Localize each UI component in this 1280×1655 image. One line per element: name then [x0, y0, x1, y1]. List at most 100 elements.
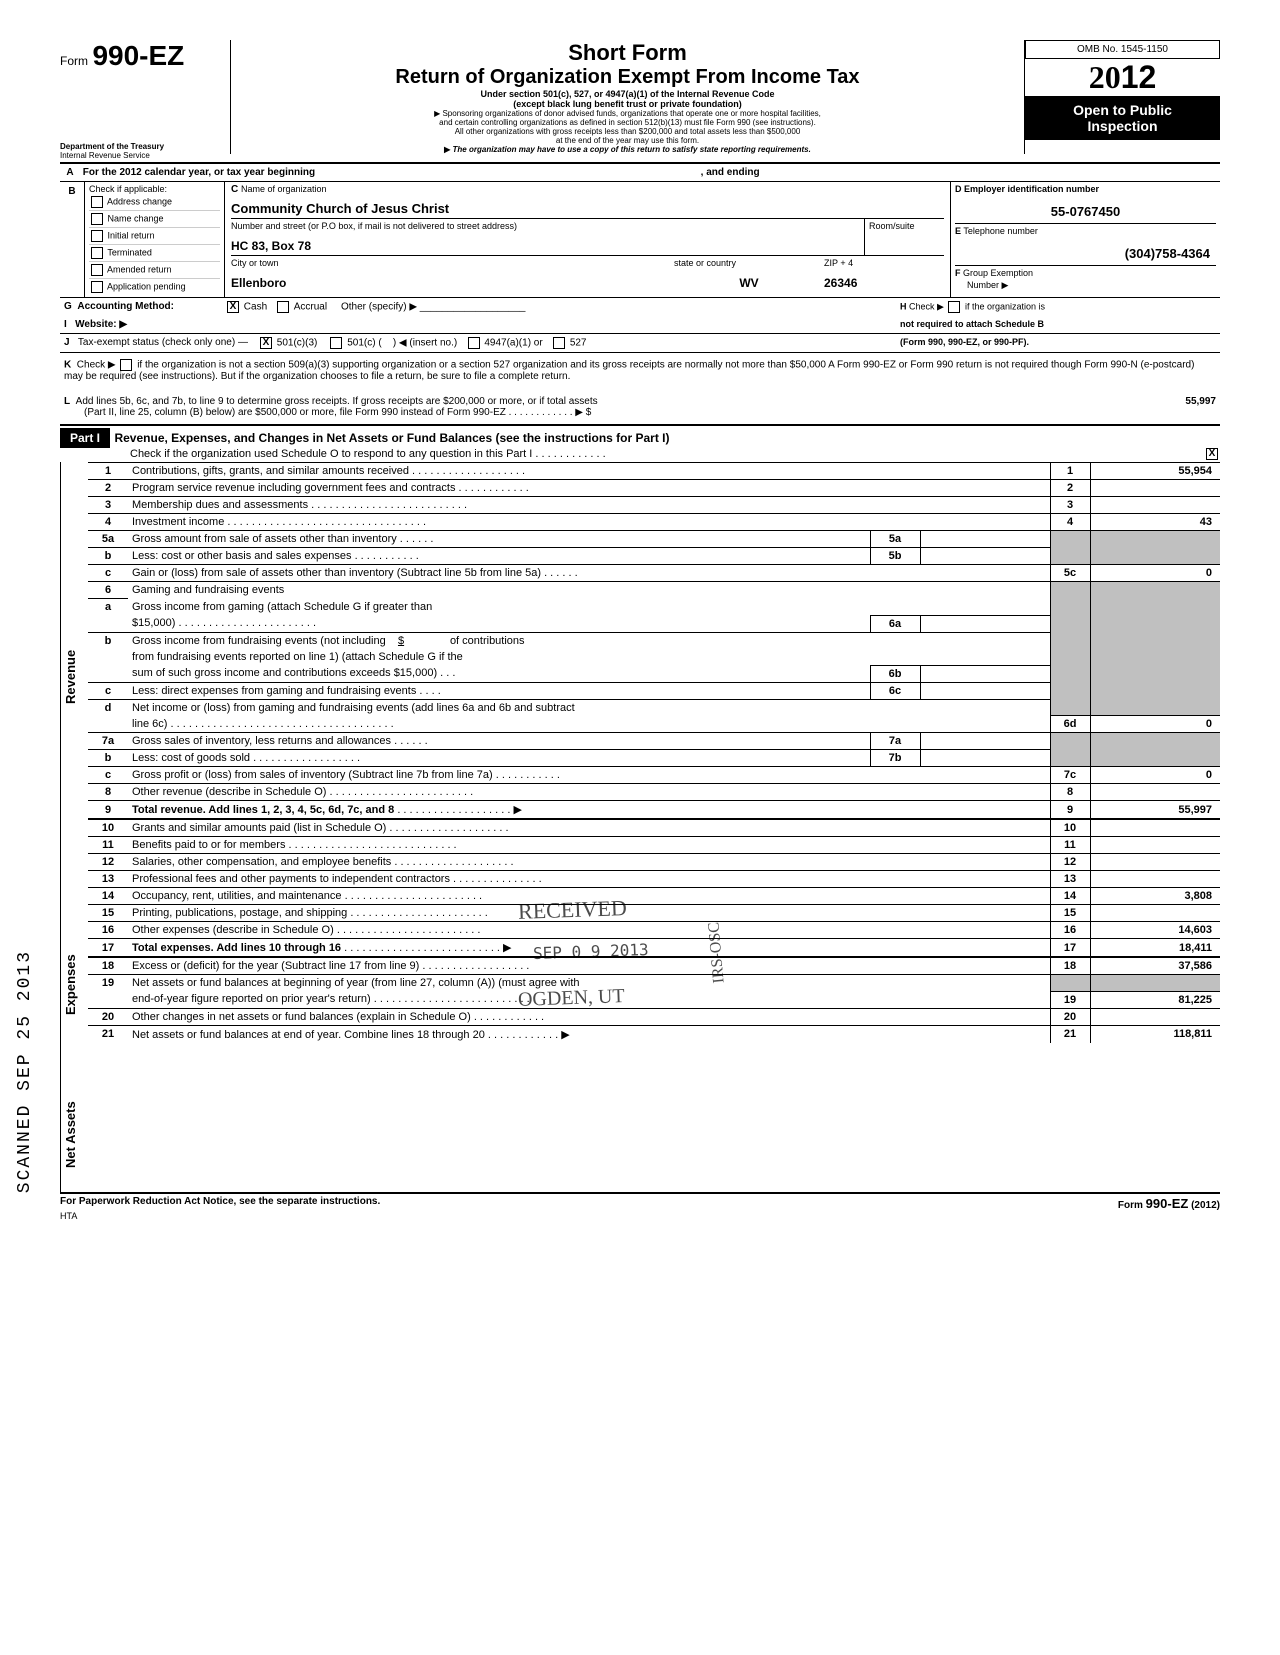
side-labels: Revenue Expenses Net Assets	[60, 462, 88, 1192]
4947-checkbox[interactable]	[468, 337, 480, 349]
sched-o-checkbox[interactable]: X	[1206, 448, 1218, 460]
line-20: 20Other changes in net assets or fund ba…	[88, 1008, 1220, 1025]
form-number-box: Form 990-EZ Department of the Treasury I…	[60, 40, 230, 160]
phone: (304)758-4364	[955, 236, 1216, 265]
form-number: 990-EZ	[92, 40, 184, 71]
line-6c: cLess: direct expenses from gaming and f…	[88, 682, 1220, 699]
501c3-checkbox[interactable]: X	[260, 337, 272, 349]
line-6: 6Gaming and fundraising events	[88, 582, 1220, 599]
irs-label: Internal Revenue Service	[60, 151, 220, 160]
footer: For Paperwork Reduction Act Notice, see …	[60, 1192, 1220, 1211]
line-12: 12Salaries, other compensation, and empl…	[88, 854, 1220, 871]
line-18: 18Excess or (deficit) for the year (Subt…	[88, 957, 1220, 975]
short-form-title: Short Form	[241, 40, 1014, 66]
line-7a: 7aGross sales of inventory, less returns…	[88, 733, 1220, 750]
stamp-ogden: OGDEN, UT	[518, 985, 625, 1012]
part-1-title: Revenue, Expenses, and Changes in Net As…	[114, 431, 669, 445]
hta-label: HTA	[60, 1211, 1220, 1221]
line-7b: bLess: cost of goods sold . . . . . . . …	[88, 750, 1220, 767]
line-5b: bLess: cost or other basis and sales exp…	[88, 548, 1220, 565]
subtitle-4: and certain controlling organizations as…	[241, 118, 1014, 127]
row-i: I Website: ▶ not required to attach Sche…	[60, 316, 1220, 333]
part-1-label: Part I	[60, 428, 110, 448]
dept-label: Department of the Treasury	[60, 142, 220, 151]
expenses-label: Expenses	[60, 892, 88, 1077]
check-application[interactable]: Application pending	[89, 279, 220, 295]
line-9: 9Total revenue. Add lines 1, 2, 3, 4, 5c…	[88, 801, 1220, 820]
right-info-column: D Employer identification number 55-0767…	[950, 182, 1220, 297]
tax-year: 2012	[1025, 59, 1220, 96]
form-header: Form 990-EZ Department of the Treasury I…	[60, 40, 1220, 160]
netassets-label: Net Assets	[60, 1077, 88, 1192]
subtitle-1: Under section 501(c), 527, or 4947(a)(1)…	[241, 89, 1014, 99]
ein: 55-0767450	[955, 194, 1216, 223]
col-b: B	[60, 182, 85, 297]
501c-checkbox[interactable]	[330, 337, 342, 349]
form-label: Form	[60, 54, 88, 68]
main-title: Return of Organization Exempt From Incom…	[241, 66, 1014, 89]
footer-form: Form 990-EZ (2012)	[1118, 1196, 1220, 1211]
footer-notice: For Paperwork Reduction Act Notice, see …	[60, 1196, 380, 1211]
group-number: Number ▶	[955, 278, 1216, 291]
line-11: 11Benefits paid to or for members . . . …	[88, 837, 1220, 854]
line-1: 1Contributions, gifts, grants, and simil…	[88, 463, 1220, 480]
k-checkbox[interactable]	[120, 359, 132, 371]
line-13: 13Professional fees and other payments t…	[88, 871, 1220, 888]
527-checkbox[interactable]	[553, 337, 565, 349]
lines-table-container: RECEIVED SEP 0 9 2013 OGDEN, UT IRS-OSC …	[88, 462, 1220, 1192]
check-name[interactable]: Name change	[89, 211, 220, 228]
line-5c: cGain or (loss) from sale of assets othe…	[88, 565, 1220, 582]
line-8: 8Other revenue (describe in Schedule O) …	[88, 784, 1220, 801]
line-4: 4Investment income . . . . . . . . . . .…	[88, 514, 1220, 531]
right-header-box: OMB No. 1545-1150 2012 Open to Public In…	[1025, 40, 1220, 140]
line-6a: aGross income from gaming (attach Schedu…	[88, 599, 1220, 616]
revenue-label: Revenue	[60, 462, 88, 892]
subtitle-2: (except black lung benefit trust or priv…	[241, 99, 1014, 109]
main-content: Revenue Expenses Net Assets RECEIVED SEP…	[60, 462, 1220, 1192]
line-3: 3Membership dues and assessments . . . .…	[88, 497, 1220, 514]
row-g: G Accounting Method: X Cash Accrual Othe…	[60, 297, 1220, 316]
cash-checkbox[interactable]: X	[227, 301, 239, 313]
omb-number: OMB No. 1545-1150	[1025, 40, 1220, 59]
scanned-stamp: SCANNED SEP 25 2013	[15, 950, 35, 1193]
subtitle-5: All other organizations with gross recei…	[241, 127, 1014, 136]
org-name: Community Church of Jesus Christ	[231, 195, 944, 218]
check-initial[interactable]: Initial return	[89, 228, 220, 245]
check-address[interactable]: Address change	[89, 194, 220, 211]
state: WV	[674, 268, 824, 290]
part-1-header: Part I Revenue, Expenses, and Changes in…	[60, 424, 1220, 462]
line-16: 16Other expenses (describe in Schedule O…	[88, 922, 1220, 939]
line-19: 19Net assets or fund balances at beginni…	[88, 975, 1220, 992]
gross-receipts: 55,997	[1096, 396, 1216, 418]
subtitle-7: ▶ The organization may have to use a cop…	[241, 145, 1014, 154]
lines-table: 1Contributions, gifts, grants, and simil…	[88, 462, 1220, 1043]
street-address: HC 83, Box 78	[231, 231, 864, 253]
h-checkbox[interactable]	[948, 301, 960, 313]
line-15: 15Printing, publications, postage, and s…	[88, 905, 1220, 922]
row-j: J Tax-exempt status (check only one) — X…	[60, 333, 1220, 352]
check-if-label: Check if applicable:	[89, 184, 220, 194]
city: Ellenboro	[231, 268, 674, 290]
line-6d: dNet income or (loss) from gaming and fu…	[88, 699, 1220, 716]
open-public: Open to Public Inspection	[1025, 96, 1220, 140]
line-2: 2Program service revenue including gover…	[88, 480, 1220, 497]
line-21: 21Net assets or fund balances at end of …	[88, 1025, 1220, 1043]
title-box: Short Form Return of Organization Exempt…	[230, 40, 1025, 154]
line-6b: bGross income from fundraising events (n…	[88, 632, 1220, 649]
name-column: C Name of organization Community Church …	[225, 182, 950, 297]
line-7c: cGross profit or (loss) from sales of in…	[88, 767, 1220, 784]
row-k: K Check ▶ if the organization is not a s…	[60, 352, 1220, 388]
line-10: 10Grants and similar amounts paid (list …	[88, 819, 1220, 837]
room-suite: Room/suite	[864, 219, 944, 255]
line-14: 14Occupancy, rent, utilities, and mainte…	[88, 888, 1220, 905]
stamp-date: SEP 0 9 2013	[533, 940, 649, 963]
accrual-checkbox[interactable]	[277, 301, 289, 313]
line-17: 17Total expenses. Add lines 10 through 1…	[88, 939, 1220, 958]
check-terminated[interactable]: Terminated	[89, 245, 220, 262]
section-a: A For the 2012 calendar year, or tax yea…	[60, 162, 1220, 181]
line-5a: 5aGross amount from sale of assets other…	[88, 531, 1220, 548]
check-amended[interactable]: Amended return	[89, 262, 220, 279]
form-page: Form 990-EZ Department of the Treasury I…	[60, 40, 1220, 1221]
row-l: L Add lines 5b, 6c, and 7b, to line 9 to…	[60, 388, 1220, 424]
subtitle-3: ▶ Sponsoring organizations of donor advi…	[241, 109, 1014, 118]
